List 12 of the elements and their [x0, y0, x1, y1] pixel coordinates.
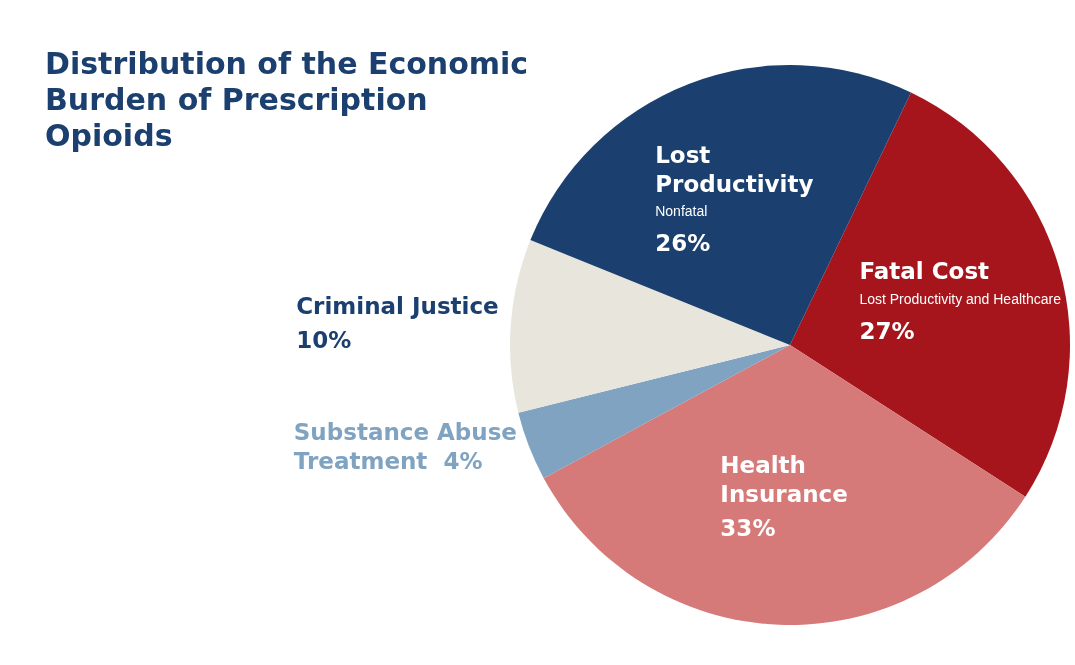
text: Nonfatal	[655, 203, 708, 220]
slice-label: Health Insurance	[720, 452, 848, 508]
slice-label: Criminal Justice	[296, 293, 499, 320]
data-label: 33%	[720, 514, 776, 541]
data-label: 10%	[296, 326, 352, 353]
slice-label: Fatal Cost	[859, 258, 990, 285]
data-label: 26%	[655, 230, 711, 257]
text: Distribution of the Economic Burden of Prescription Opioids	[45, 45, 539, 153]
slice-label: Substance Abuse Treatment 4%	[293, 418, 517, 474]
data-label: 27%	[859, 317, 915, 344]
slice-label: Lost Productivity	[655, 141, 814, 197]
text: Lost Productivity and Healthcare	[859, 290, 1061, 307]
